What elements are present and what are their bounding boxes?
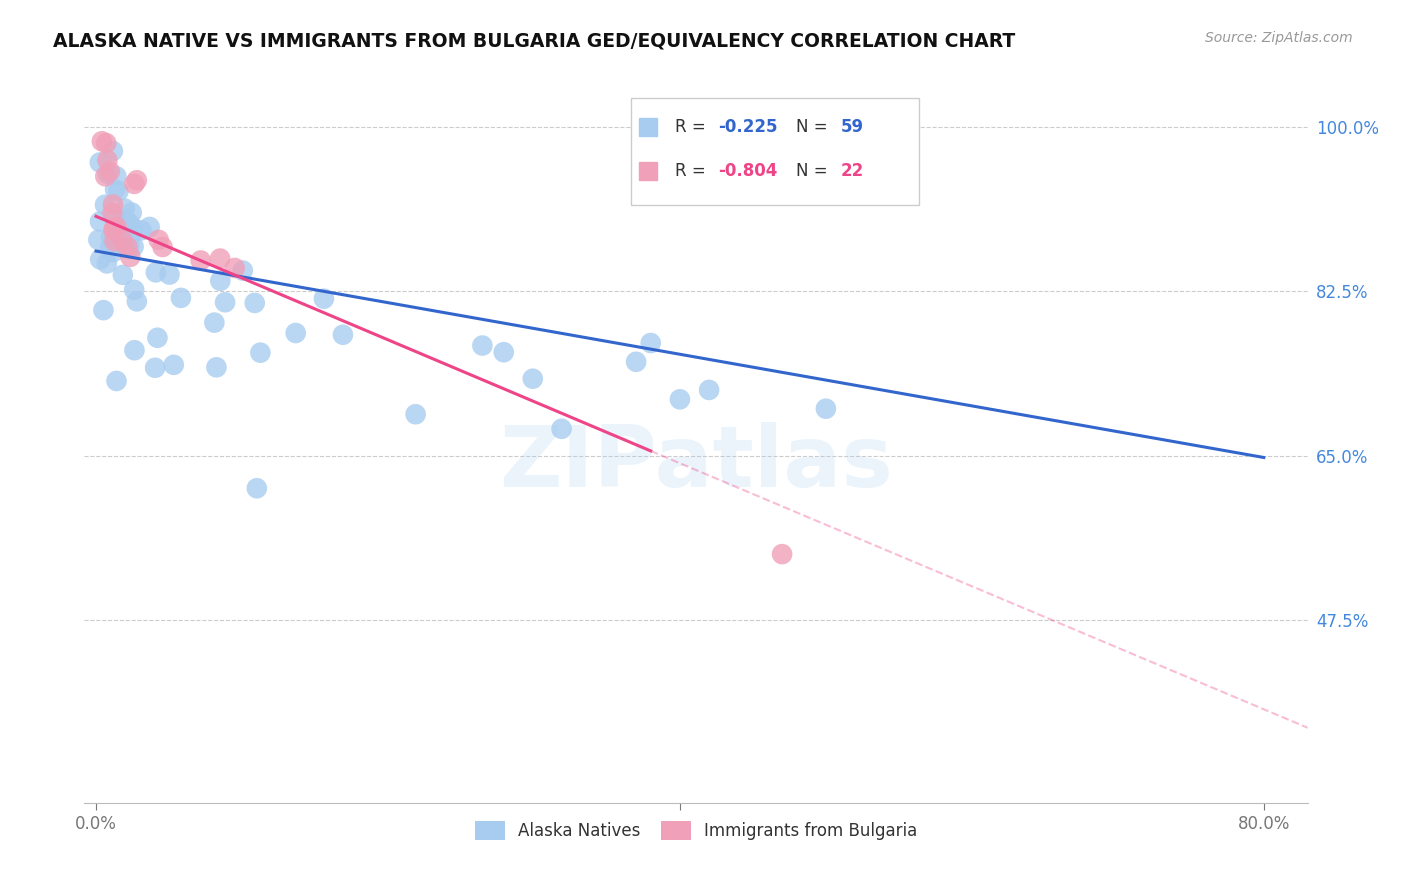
Point [120,230,142,244]
Point [471,338,494,352]
Point [131,223,153,237]
Text: Source: ZipAtlas.com: Source: ZipAtlas.com [1205,31,1353,45]
Point [146,331,169,345]
Point [122,283,145,297]
Point [122,221,145,235]
Point [522,372,544,386]
Point [105,219,128,234]
Point [87,233,110,247]
Text: 22: 22 [841,161,863,179]
Point [105,169,128,184]
Point [96,153,118,168]
Point [332,327,354,342]
Point [103,245,125,260]
Point [209,252,232,266]
Text: -0.804: -0.804 [718,161,778,179]
Point [125,173,148,187]
Point [159,268,181,282]
Point [209,274,232,288]
Point [640,336,662,351]
Point [89,252,111,267]
Point [101,197,124,211]
Point [125,294,148,309]
Point [624,355,647,369]
Point [814,401,837,416]
Point [114,202,136,216]
Point [101,144,124,158]
Point [89,155,111,169]
Point [124,343,146,358]
Point [103,234,125,248]
Point [117,240,139,254]
Point [152,240,174,254]
Point [96,136,118,150]
Point [232,263,254,277]
Point [145,265,167,279]
Point [669,392,692,407]
Point [94,198,117,212]
Point [249,345,271,359]
Point [697,383,720,397]
Text: R =: R = [675,161,711,179]
Point [111,234,134,248]
Point [90,134,112,148]
Point [202,316,225,330]
Text: R =: R = [675,119,711,136]
Text: N =: N = [796,161,834,179]
Legend: Alaska Natives, Immigrants from Bulgaria: Alaska Natives, Immigrants from Bulgaria [467,813,925,848]
Point [243,296,266,310]
Point [118,239,141,253]
Point [124,177,146,191]
Point [190,253,212,268]
Point [205,360,228,375]
Point [143,360,166,375]
Point [114,213,136,227]
Point [550,422,572,436]
Point [214,295,236,310]
Point [284,326,307,340]
Text: N =: N = [796,119,834,136]
Point [98,164,121,178]
Point [120,217,142,231]
Point [110,229,132,244]
Point [312,292,335,306]
Text: 59: 59 [841,119,863,136]
Point [163,358,186,372]
Point [492,345,515,359]
Point [148,233,170,247]
Point [770,547,793,561]
FancyBboxPatch shape [631,98,918,205]
Point [93,303,115,318]
Text: ZIPatlas: ZIPatlas [499,422,893,505]
Point [89,214,111,228]
Point [94,169,117,184]
Point [107,184,129,198]
Text: -0.225: -0.225 [718,119,778,136]
Point [120,250,142,264]
Text: ALASKA NATIVE VS IMMIGRANTS FROM BULGARIA GED/EQUIVALENCY CORRELATION CHART: ALASKA NATIVE VS IMMIGRANTS FROM BULGARI… [53,31,1015,50]
Point [97,166,120,180]
Point [105,374,128,388]
Point [111,268,134,282]
Point [100,231,122,245]
Point [104,182,127,196]
Point [103,223,125,237]
Point [138,219,160,234]
Point [405,407,427,421]
Point [122,239,145,253]
Point [224,260,246,275]
Point [96,256,118,270]
Point [246,481,269,495]
Point [103,220,125,235]
Point [104,211,127,225]
Point [170,291,193,305]
Point [98,241,121,255]
Point [121,205,143,219]
Point [101,206,124,220]
